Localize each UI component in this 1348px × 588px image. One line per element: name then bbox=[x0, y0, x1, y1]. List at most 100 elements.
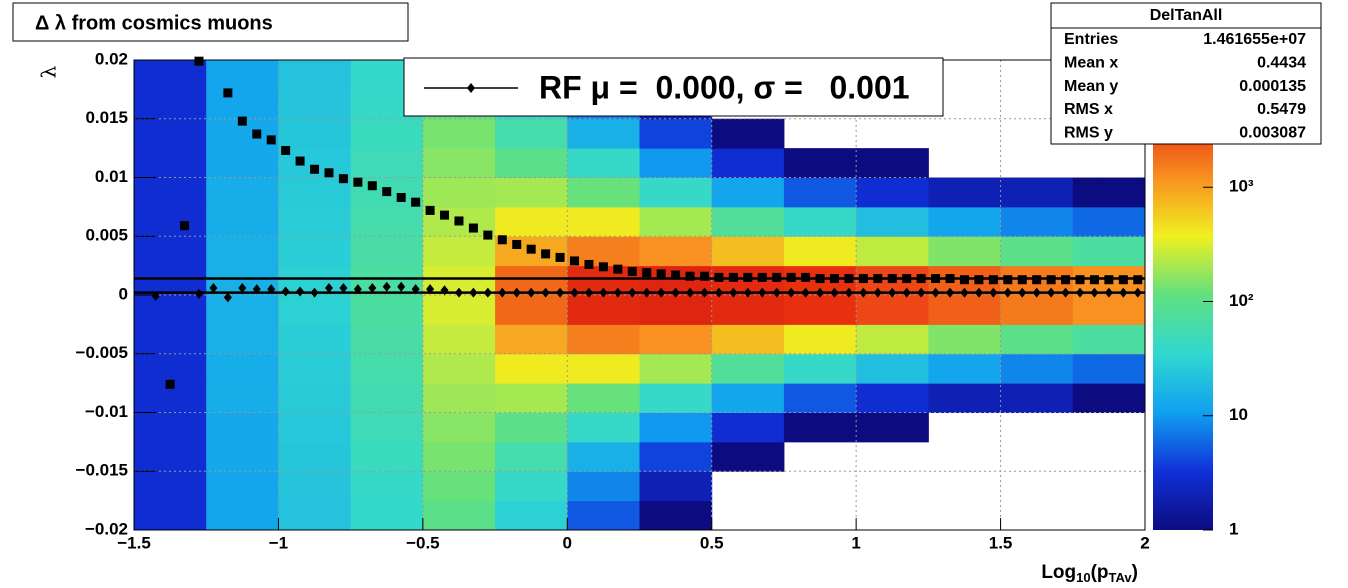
y-tick-label: 0 bbox=[119, 284, 128, 303]
heatmap-cell bbox=[495, 383, 568, 413]
heatmap-cell bbox=[639, 295, 713, 325]
heatmap-cell bbox=[134, 441, 207, 472]
heatmap-cell bbox=[1000, 177, 1074, 208]
stats-key: Mean x bbox=[1064, 55, 1118, 72]
data-point bbox=[887, 274, 897, 284]
data-point bbox=[844, 274, 854, 284]
data-point bbox=[296, 286, 305, 297]
data-point bbox=[252, 129, 262, 139]
heatmap-cell bbox=[495, 295, 568, 325]
heatmap-cell bbox=[783, 236, 857, 267]
data-point bbox=[368, 282, 377, 293]
heatmap-cell bbox=[278, 89, 352, 120]
data-point bbox=[527, 287, 536, 298]
data-point bbox=[685, 271, 695, 281]
data-point bbox=[498, 287, 507, 298]
heatmap-cell bbox=[567, 500, 640, 531]
heatmap-cell bbox=[278, 500, 352, 531]
heatmap-cell bbox=[711, 118, 785, 149]
heatmap-cell bbox=[639, 324, 713, 355]
data-point bbox=[714, 287, 723, 298]
heatmap-cell bbox=[639, 412, 713, 443]
heatmap-cell bbox=[1000, 236, 1074, 267]
heatmap-cell bbox=[422, 471, 496, 502]
heatmap-cell bbox=[278, 441, 352, 472]
data-point bbox=[483, 287, 492, 298]
heatmap-cell bbox=[711, 353, 785, 384]
heatmap-cell bbox=[134, 265, 207, 296]
data-point bbox=[310, 164, 320, 174]
heatmap-cell bbox=[278, 471, 352, 502]
data-point bbox=[411, 197, 421, 207]
data-point bbox=[758, 287, 767, 298]
heatmap-cell bbox=[711, 206, 785, 237]
heatmap-cell bbox=[495, 206, 568, 237]
data-point bbox=[656, 269, 666, 279]
data-point bbox=[1133, 287, 1142, 298]
heatmap-cell bbox=[639, 353, 713, 384]
x-tick-label: −1.5 bbox=[117, 533, 151, 552]
heatmap-cell bbox=[206, 295, 279, 325]
heatmap-cell bbox=[278, 60, 352, 90]
legend-label: RF μ = 0.000, σ = 0.001 bbox=[539, 69, 910, 105]
data-point bbox=[281, 145, 291, 155]
heatmap-cell bbox=[278, 383, 352, 413]
heatmap-cell bbox=[783, 177, 857, 208]
heatmap-cell bbox=[567, 353, 640, 384]
heatmap-cell bbox=[278, 118, 352, 149]
heatmap-cell bbox=[206, 471, 279, 502]
heatmap-cell bbox=[422, 148, 496, 178]
data-point bbox=[209, 282, 218, 293]
data-point bbox=[382, 281, 391, 292]
heatmap-cell bbox=[783, 324, 857, 355]
data-point bbox=[815, 274, 825, 284]
heatmap-cell bbox=[928, 295, 1002, 325]
heatmap-cell bbox=[134, 148, 207, 178]
heatmap-cell bbox=[711, 412, 785, 443]
x-tick-label: 2 bbox=[1140, 533, 1149, 552]
heatmap-cell bbox=[639, 471, 713, 502]
data-point bbox=[830, 287, 839, 298]
y-tick-label: 0.01 bbox=[95, 167, 128, 186]
data-point bbox=[1076, 287, 1085, 298]
heatmap-cell bbox=[422, 177, 496, 208]
data-point bbox=[1090, 287, 1099, 298]
heatmap-cell bbox=[567, 324, 640, 355]
x-tick-label: 1.5 bbox=[989, 533, 1013, 552]
data-point bbox=[642, 287, 651, 298]
heatmap-cell bbox=[422, 383, 496, 413]
heatmap-cell bbox=[856, 236, 929, 267]
data-point bbox=[772, 287, 781, 298]
heatmap-cell bbox=[783, 353, 857, 384]
heatmap-cell bbox=[639, 206, 713, 237]
data-point bbox=[931, 287, 940, 298]
data-point bbox=[194, 56, 204, 66]
heatmap-cell bbox=[206, 500, 279, 531]
data-point bbox=[642, 268, 652, 278]
color-bar-label: 10³ bbox=[1229, 177, 1254, 196]
data-point bbox=[1119, 287, 1128, 298]
heatmap-cell bbox=[134, 353, 207, 384]
legend-box bbox=[403, 57, 944, 117]
x-tick-label: −1 bbox=[269, 533, 288, 552]
stats-title: DelTanAll bbox=[1150, 7, 1223, 24]
data-point bbox=[512, 287, 521, 298]
heatmap-cell bbox=[639, 441, 713, 472]
data-point bbox=[729, 287, 738, 298]
data-point bbox=[902, 287, 911, 298]
stats-value: 0.4434 bbox=[1257, 55, 1306, 72]
data-point bbox=[541, 287, 550, 298]
heatmap-cell bbox=[206, 324, 279, 355]
heatmap-cell bbox=[350, 206, 424, 237]
heatmap-cell bbox=[711, 177, 785, 208]
data-point bbox=[454, 287, 463, 298]
heatmap-cell bbox=[206, 177, 279, 208]
data-point bbox=[945, 274, 955, 284]
title-box bbox=[12, 2, 409, 42]
data-point bbox=[223, 292, 232, 303]
y-tick-label: 0.015 bbox=[85, 108, 128, 127]
heatmap-cell bbox=[639, 383, 713, 413]
heatmap-cell bbox=[1000, 383, 1074, 413]
stats-value: 1.461655e+07 bbox=[1203, 31, 1306, 48]
data-point bbox=[526, 244, 536, 254]
